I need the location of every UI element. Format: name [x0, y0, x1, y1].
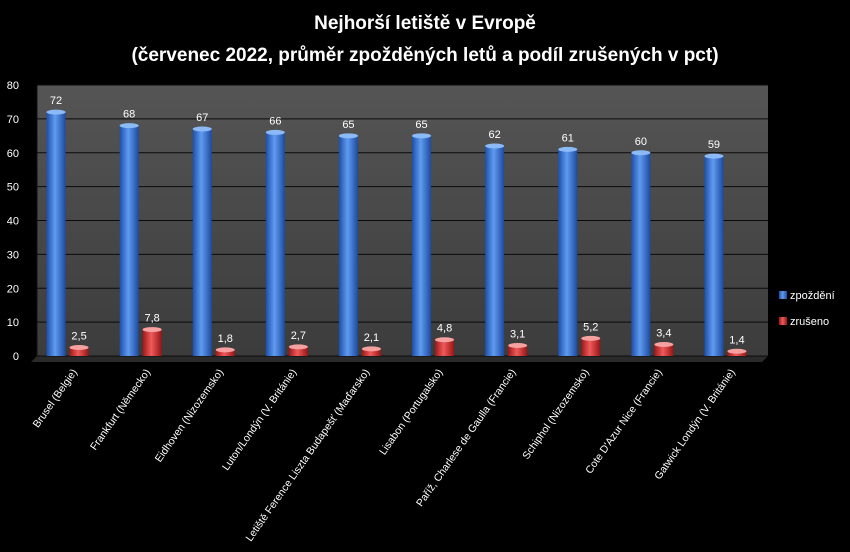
legend: zpoždění zrušeno — [779, 290, 835, 328]
legend-swatch-zpozdeni — [779, 291, 787, 299]
x-tick-label: Luton/Londýn (V. Británie) — [220, 367, 299, 473]
bar-zruseno — [654, 344, 674, 356]
bar-zpozdeni — [192, 129, 212, 356]
bar-cap-zruseno — [69, 345, 89, 351]
x-tick-label: Frankfurt (Německo) — [88, 367, 153, 453]
y-tick-label: 20 — [7, 283, 19, 295]
bar-cap-zruseno — [142, 327, 162, 333]
y-tick-label: 60 — [7, 148, 19, 160]
bar-zruseno — [142, 329, 162, 356]
data-label-zruseno: 2,5 — [71, 331, 86, 343]
bar-zruseno — [69, 347, 89, 356]
bar-cap-zruseno — [727, 348, 747, 354]
bar-zpozdeni — [704, 156, 724, 356]
bar-zpozdeni — [412, 135, 432, 356]
bar-cap-zpozdeni — [265, 129, 285, 135]
chart-title: Nejhorší letiště v Evropě — [314, 13, 536, 34]
bar-cap-zpozdeni — [631, 150, 651, 156]
data-label-zruseno: 1,4 — [729, 334, 744, 346]
bar-cap-zruseno — [435, 337, 455, 343]
bar-zpozdeni — [485, 145, 505, 356]
bar-zpozdeni — [338, 135, 358, 356]
bar-cap-zruseno — [581, 335, 601, 341]
data-label-zpozdeni: 59 — [708, 139, 720, 151]
y-tick-label: 80 — [7, 80, 19, 92]
data-label-zpozdeni: 68 — [123, 109, 135, 121]
y-tick-label: 30 — [7, 249, 19, 261]
bar-zruseno — [288, 346, 308, 356]
data-label-zpozdeni: 65 — [342, 119, 354, 131]
data-label-zpozdeni: 66 — [269, 115, 281, 127]
data-label-zruseno: 3,4 — [656, 327, 671, 339]
data-label-zruseno: 3,1 — [510, 328, 525, 340]
bar-zpozdeni — [631, 152, 651, 356]
data-label-zpozdeni: 62 — [489, 129, 501, 141]
bar-cap-zruseno — [288, 344, 308, 350]
data-label-zpozdeni: 67 — [196, 112, 208, 124]
data-label-zruseno: 5,2 — [583, 321, 598, 333]
x-tick-label: Schiphol (Nizozemsko) — [520, 367, 591, 462]
bar-cap-zpozdeni — [412, 133, 432, 139]
bar-cap-zruseno — [215, 347, 235, 353]
x-tick-label: Cote D'Azur Nice (Francie) — [583, 367, 665, 476]
plot-area: 0 10 20 30 40 50 60 70 80 72 2,5 Brusel (Belgie) 68 7… — [7, 80, 768, 544]
bar-cap-zpozdeni — [558, 146, 578, 152]
bar-cap-zpozdeni — [192, 126, 212, 132]
y-tick-label: 70 — [7, 114, 19, 126]
bar-cap-zruseno — [508, 342, 528, 348]
plot-floor — [31, 356, 768, 362]
y-tick-label: 0 — [13, 351, 19, 363]
bar-cap-zpozdeni — [704, 153, 724, 159]
bar-zpozdeni — [46, 112, 66, 356]
bar-cap-zpozdeni — [119, 123, 139, 129]
bar-zruseno — [581, 338, 601, 356]
bar-zpozdeni — [558, 149, 578, 356]
bar-zpozdeni — [119, 125, 139, 357]
y-tick-label: 10 — [7, 317, 19, 329]
data-label-zpozdeni: 72 — [50, 95, 62, 107]
bar-zruseno — [361, 348, 381, 356]
data-label-zpozdeni: 61 — [562, 132, 574, 144]
legend-label-zpozdeni: zpoždění — [790, 290, 835, 302]
bar-cap-zruseno — [654, 341, 674, 347]
data-label-zruseno: 2,1 — [364, 332, 379, 344]
y-tick-label: 50 — [7, 182, 19, 194]
x-tick-label: Letiště Ference Liszta Budapešť (Maďarsk… — [243, 367, 372, 544]
data-label-zruseno: 2,7 — [291, 330, 306, 342]
x-tick-label: Brusel (Belgie) — [31, 367, 80, 430]
bar-zpozdeni — [265, 132, 285, 356]
y-tick-label: 40 — [7, 216, 19, 228]
legend-swatch-zruseno — [779, 317, 787, 325]
bar-cap-zpozdeni — [338, 133, 358, 139]
legend-label-zruseno: zrušeno — [790, 316, 829, 328]
x-tick-label: Eidhoven (Nizozemsko) — [153, 367, 226, 465]
data-label-zruseno: 7,8 — [145, 313, 160, 325]
x-tick-label: Gatwick Londýn (V. Británie) — [652, 367, 738, 482]
x-tick-label: Lisabon (Portugalsko) — [377, 367, 445, 458]
bar-cap-zruseno — [361, 346, 381, 352]
data-label-zruseno: 1,8 — [218, 333, 233, 345]
data-label-zpozdeni: 60 — [635, 136, 647, 148]
bar-zruseno — [508, 345, 528, 356]
data-label-zruseno: 4,8 — [437, 323, 452, 335]
bar-cap-zpozdeni — [46, 109, 66, 115]
bar-cap-zpozdeni — [485, 143, 505, 149]
bar-zruseno — [435, 339, 455, 356]
data-label-zpozdeni: 65 — [415, 119, 427, 131]
chart-subtitle: (červenec 2022, průměr zpožděných letů a… — [131, 45, 718, 66]
bar-zruseno — [215, 349, 235, 356]
